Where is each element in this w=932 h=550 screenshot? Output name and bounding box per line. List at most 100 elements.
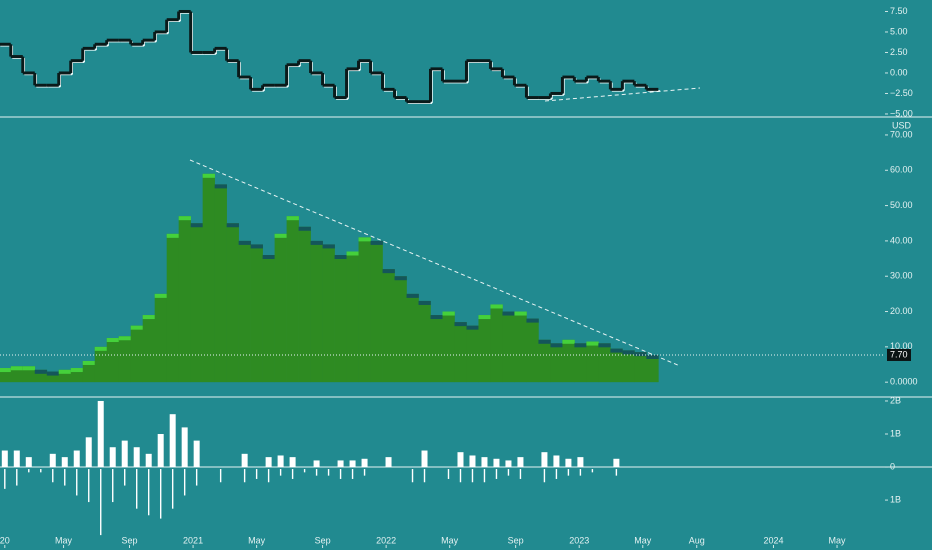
volume-bar (61, 457, 68, 468)
price-column (214, 184, 227, 383)
price-column (538, 339, 551, 383)
column-cap (142, 315, 155, 320)
column-cap (526, 318, 539, 323)
volume-bar (327, 469, 330, 476)
column-cap (370, 240, 383, 245)
volume-bar (109, 447, 116, 468)
volume-bar (565, 458, 572, 468)
volume-bar (579, 469, 582, 476)
volume-bar (351, 469, 354, 479)
x-tick-label: May (441, 535, 459, 545)
volume-bar (505, 460, 512, 468)
y-tick-label: 0 (890, 461, 895, 471)
price-column (322, 244, 335, 383)
column-cap (238, 240, 251, 245)
x-tick-label: Sep (508, 535, 524, 545)
column-cap (346, 251, 359, 256)
volume-bar (16, 469, 18, 486)
volume-bar (411, 469, 414, 483)
column-cap (310, 240, 323, 245)
column-cap (322, 244, 335, 249)
last-price-label: 7.70 (890, 349, 908, 359)
column-cap (70, 368, 84, 373)
column-cap (610, 348, 623, 353)
price-column (454, 322, 467, 383)
volume-bar (25, 457, 32, 468)
x-tick-label: 2023 (569, 535, 589, 545)
volume-bar (169, 414, 176, 468)
price-column (550, 343, 563, 383)
price-column (478, 315, 491, 383)
column-cap (22, 366, 36, 371)
price-column (646, 354, 659, 383)
price-column (418, 300, 431, 383)
price-column (178, 216, 191, 383)
y-tick-label: 1B (890, 428, 901, 438)
y-tick-label: 7.50 (890, 6, 908, 16)
x-tick-label: 20 (0, 535, 10, 545)
volume-bar (13, 450, 20, 468)
column-cap (382, 269, 395, 274)
trend-line (544, 87, 701, 102)
price-column (190, 223, 203, 383)
column-cap (442, 311, 455, 316)
column-cap (574, 343, 587, 348)
price-column (250, 244, 263, 383)
column-cap (646, 354, 659, 359)
column-cap (622, 350, 635, 355)
x-tick-label: 2021 (183, 535, 203, 545)
column-cap (106, 338, 120, 343)
volume-bar (76, 469, 78, 496)
volume-bar (267, 469, 270, 483)
column-cap (202, 173, 215, 178)
volume-bar (1, 450, 8, 468)
y-tick-label: 50.00 (890, 200, 913, 210)
volume-bar (195, 469, 198, 486)
volume-bar (361, 458, 368, 468)
volume-bar (615, 469, 618, 476)
y-tick-label: 40.00 (890, 235, 913, 245)
column-cap (190, 223, 203, 228)
volume-bar (181, 427, 188, 468)
price-column (634, 352, 647, 383)
volume-bar (543, 469, 546, 483)
column-cap (94, 346, 108, 351)
volume-bar (241, 453, 248, 468)
price-column (286, 216, 299, 383)
volume-bar (303, 469, 306, 473)
volume-bar (112, 469, 114, 503)
column-cap (118, 336, 132, 341)
volume-bar (159, 469, 162, 519)
volume-bar (157, 434, 164, 468)
volume-bar (459, 469, 462, 483)
price-column (274, 233, 287, 383)
volume-bar (40, 469, 42, 473)
column-cap (82, 360, 96, 365)
price-column (226, 223, 239, 383)
volume-bar (100, 469, 102, 536)
volume-bar (289, 457, 296, 468)
y-tick-label: −2.50 (890, 88, 913, 98)
volume-bar (567, 469, 570, 476)
volume-bar (507, 469, 510, 476)
price-column (598, 343, 611, 383)
y-tick-label: 1B (890, 494, 901, 504)
volume-bar (64, 469, 66, 486)
volume-bar (349, 460, 356, 468)
volume-bar (493, 458, 500, 468)
price-column (430, 315, 443, 383)
volume-bar (133, 447, 140, 468)
volume-bar (193, 440, 200, 468)
y-tick-label: 2.50 (890, 47, 908, 57)
volume-bar (121, 440, 128, 468)
price-column (382, 269, 395, 383)
volume-bar (363, 469, 366, 476)
y-tick-label: 2B (890, 395, 901, 405)
volume-bar (49, 453, 56, 468)
volume-bar (315, 469, 318, 476)
column-cap (286, 216, 299, 221)
column-cap (598, 343, 611, 348)
column-cap (226, 223, 239, 228)
price-column (586, 341, 599, 383)
